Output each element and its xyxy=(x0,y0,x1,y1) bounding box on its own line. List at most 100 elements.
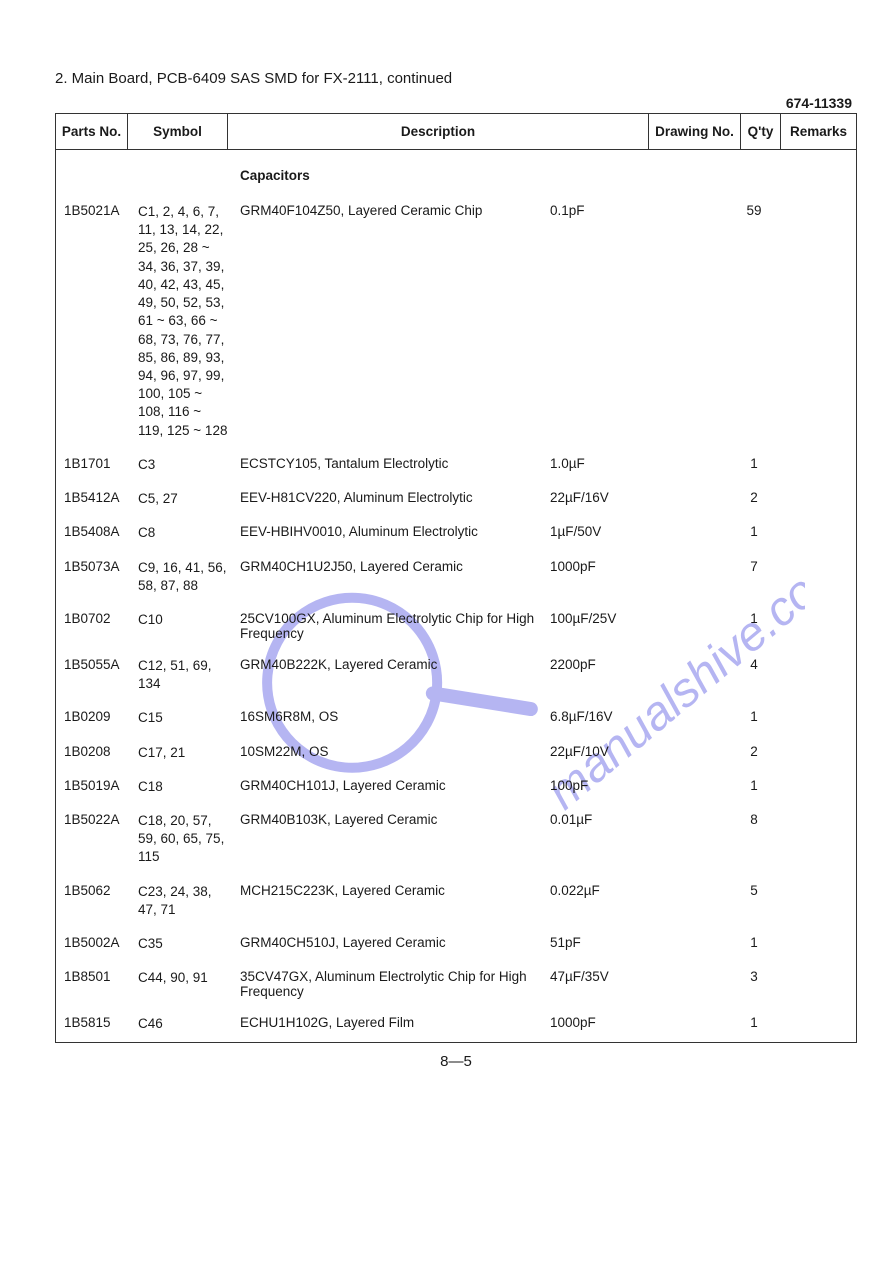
table-wrap: manualshive.com Parts No. Symbol Descrip… xyxy=(55,113,857,1043)
cell-desc-value: 2200pF xyxy=(550,657,636,672)
table-row: 1B5062C23, 24, 38, 47, 71MCH215C223K, La… xyxy=(56,875,856,927)
cell-parts: 1B5062 xyxy=(62,883,134,898)
cell-parts: 1B5019A xyxy=(62,778,134,793)
cell-desc: GRM40CH510J, Layered Ceramic51pF xyxy=(234,935,642,950)
cell-symbol: C44, 90, 91 xyxy=(134,969,234,987)
cell-desc-value: 22µF/10V xyxy=(550,744,636,759)
cell-qty: 7 xyxy=(734,559,774,574)
cell-parts: 1B1701 xyxy=(62,456,134,471)
cell-symbol: C5, 27 xyxy=(134,490,234,508)
cell-desc: ECHU1H102G, Layered Film1000pF xyxy=(234,1015,642,1030)
section-header: Capacitors xyxy=(240,168,636,183)
cell-symbol: C1, 2, 4, 6, 7, 11, 13, 14, 22, 25, 26, … xyxy=(134,203,234,440)
cell-desc-value: 0.1pF xyxy=(550,203,636,218)
table-row: 1B5002AC35GRM40CH510J, Layered Ceramic51… xyxy=(56,927,856,961)
cell-symbol: C46 xyxy=(134,1015,234,1033)
table-row: 1B5412AC5, 27EEV-H81CV220, Aluminum Elec… xyxy=(56,482,856,516)
cell-desc: GRM40B222K, Layered Ceramic2200pF xyxy=(234,657,642,672)
cell-qty: 1 xyxy=(734,709,774,724)
cell-symbol: C12, 51, 69, 134 xyxy=(134,657,234,693)
cell-desc: 25CV100GX, Aluminum Electrolytic Chip fo… xyxy=(234,611,642,641)
cell-desc: 10SM22M, OS22µF/10V xyxy=(234,744,642,759)
table-row: 1B0702C10 25CV100GX, Aluminum Electrolyti… xyxy=(56,603,856,649)
cell-desc: ECSTCY105, Tantalum Electrolytic1.0µF xyxy=(234,456,642,471)
cell-desc-text: EEV-H81CV220, Aluminum Electrolytic xyxy=(240,490,550,505)
cell-qty: 59 xyxy=(734,203,774,218)
table-body: Capacitors 1B5021AC1, 2, 4, 6, 7, 11, 13,… xyxy=(56,150,857,1043)
cell-desc: EEV-HBIHV0010, Aluminum Electrolytic1µF/… xyxy=(234,524,642,539)
cell-symbol: C8 xyxy=(134,524,234,542)
cell-qty: 1 xyxy=(734,935,774,950)
cell-desc-value: 1000pF xyxy=(550,559,636,574)
cell-parts: 1B0209 xyxy=(62,709,134,724)
table-row: 1B0209C1516SM6R8M, OS6.8µF/16V 1 xyxy=(56,701,856,735)
cell-desc-value: 0.022µF xyxy=(550,883,636,898)
table-row: 1B5019AC18GRM40CH101J, Layered Ceramic10… xyxy=(56,770,856,804)
cell-desc-text: 16SM6R8M, OS xyxy=(240,709,550,724)
cell-desc-text: 10SM22M, OS xyxy=(240,744,550,759)
cell-parts: 1B5073A xyxy=(62,559,134,574)
table-row: 1B0208C17, 2110SM22M, OS22µF/10V2 xyxy=(56,736,856,770)
cell-parts: 1B8501 xyxy=(62,969,134,984)
table-row: Capacitors xyxy=(56,150,856,195)
cell-qty: 2 xyxy=(734,744,774,759)
table-row: 1B5815C46ECHU1H102G, Layered Film1000pF1 xyxy=(56,1007,856,1041)
cell-desc: GRM40CH101J, Layered Ceramic100pF xyxy=(234,778,642,793)
cell-parts: 1B5002A xyxy=(62,935,134,950)
cell-qty: 4 xyxy=(734,657,774,672)
cell-desc-value: 47µF/35V xyxy=(550,969,636,999)
col-parts-no: Parts No. xyxy=(56,114,128,150)
cell-qty: 3 xyxy=(734,969,774,984)
col-description: Description xyxy=(228,114,649,150)
cell-symbol: C10 xyxy=(134,611,234,629)
cell-parts: 1B0702 xyxy=(62,611,134,626)
cell-desc: Capacitors xyxy=(234,168,642,183)
cell-desc-value: 1.0µF xyxy=(550,456,636,471)
page: 2. Main Board, PCB-6409 SAS SMD for FX-2… xyxy=(0,0,892,1090)
cell-desc: GRM40F104Z50, Layered Ceramic Chip0.1pF xyxy=(234,203,642,218)
table-row: 1B5022AC18, 20, 57, 59, 60, 65, 75, 115G… xyxy=(56,804,856,875)
cell-qty: 1 xyxy=(734,778,774,793)
cell-symbol: C18 xyxy=(134,778,234,796)
table-row: 1B1701C3ECSTCY105, Tantalum Electrolytic… xyxy=(56,448,856,482)
cell-desc: GRM40CH1U2J50, Layered Ceramic1000pF xyxy=(234,559,642,574)
cell-desc-value: 22µF/16V xyxy=(550,490,636,505)
cell-desc-text: 25CV100GX, Aluminum Electrolytic Chip fo… xyxy=(240,611,550,641)
cell-parts: 1B5055A xyxy=(62,657,134,672)
cell-symbol: C18, 20, 57, 59, 60, 65, 75, 115 xyxy=(134,812,234,867)
cell-parts: 1B5408A xyxy=(62,524,134,539)
cell-qty: 1 xyxy=(734,524,774,539)
document-number: 674-11339 xyxy=(55,95,852,111)
cell-parts: 1B5412A xyxy=(62,490,134,505)
cell-desc-text: GRM40CH510J, Layered Ceramic xyxy=(240,935,550,950)
cell-qty: 1 xyxy=(734,456,774,471)
cell-symbol: C9, 16, 41, 56, 58, 87, 88 xyxy=(134,559,234,595)
cell-symbol: C15 xyxy=(134,709,234,727)
table-row: 1B5408AC8EEV-HBIHV0010, Aluminum Electro… xyxy=(56,516,856,550)
cell-desc-value: 1000pF xyxy=(550,1015,636,1030)
cell-symbol: C23, 24, 38, 47, 71 xyxy=(134,883,234,919)
table-row: 1B8501C44, 90, 9135CV47GX, Aluminum Elec… xyxy=(56,961,856,1007)
col-symbol: Symbol xyxy=(128,114,228,150)
cell-desc-text: EEV-HBIHV0010, Aluminum Electrolytic xyxy=(240,524,550,539)
cell-desc: GRM40B103K, Layered Ceramic0.01µF xyxy=(234,812,642,827)
cell-desc-text: GRM40F104Z50, Layered Ceramic Chip xyxy=(240,203,550,218)
cell-desc-value: 51pF xyxy=(550,935,636,950)
cell-desc-value: 100µF/25V xyxy=(550,611,636,641)
cell-desc-value: 1µF/50V xyxy=(550,524,636,539)
cell-desc-text: GRM40B103K, Layered Ceramic xyxy=(240,812,550,827)
page-number: 8—5 xyxy=(55,1053,857,1070)
col-qty: Q'ty xyxy=(741,114,781,150)
cell-symbol: C3 xyxy=(134,456,234,474)
cell-parts: 1B5022A xyxy=(62,812,134,827)
cell-desc: MCH215C223K, Layered Ceramic0.022µF xyxy=(234,883,642,898)
cell-desc: EEV-H81CV220, Aluminum Electrolytic22µF/… xyxy=(234,490,642,505)
col-drawing-no: Drawing No. xyxy=(649,114,741,150)
cell-qty: 1 xyxy=(734,1015,774,1030)
cell-desc: 16SM6R8M, OS6.8µF/16V xyxy=(234,709,642,724)
cell-symbol: C35 xyxy=(134,935,234,953)
col-remarks: Remarks xyxy=(781,114,857,150)
cell-parts: 1B5021A xyxy=(62,203,134,218)
table-row: 1B5073AC9, 16, 41, 56, 58, 87, 88GRM40CH… xyxy=(56,551,856,603)
cell-desc-value: 0.01µF xyxy=(550,812,636,827)
